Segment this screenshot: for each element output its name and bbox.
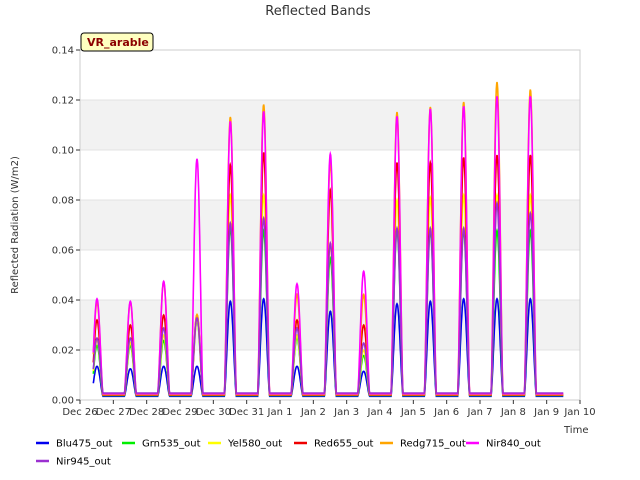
x-tick-label: Jan 4	[367, 407, 393, 418]
x-axis-ticks: Dec 26Dec 27Dec 28Dec 29Dec 30Dec 31Jan …	[62, 400, 595, 418]
x-tick-label: Jan 3	[333, 407, 359, 418]
legend-label: Nir840_out	[486, 439, 541, 450]
y-tick-label: 0.02	[52, 346, 74, 357]
annotation-text: VR_arable	[87, 36, 149, 49]
y-tick-label: 0.14	[52, 46, 74, 57]
x-axis-label: Time	[563, 425, 588, 436]
y-tick-label: 0.12	[52, 96, 74, 107]
plot-background-bands	[80, 50, 580, 400]
chart-title: Reflected Bands	[265, 4, 371, 19]
x-tick-label: Jan 8	[500, 407, 526, 418]
y-tick-label: 0.06	[52, 246, 74, 257]
x-tick-label: Jan 2	[300, 407, 326, 418]
y-tick-label: 0.08	[52, 196, 74, 207]
y-axis-label: Reflected Radiation (W/m2)	[10, 156, 21, 294]
x-tick-label: Jan 10	[563, 407, 595, 418]
legend-label: Grn535_out	[142, 439, 201, 450]
x-tick-label: Jan 1	[267, 407, 293, 418]
y-tick-label: 0.00	[52, 396, 74, 407]
x-tick-label: Jan 7	[467, 407, 493, 418]
x-tick-label: Dec 28	[129, 407, 164, 418]
x-tick-label: Dec 27	[96, 407, 131, 418]
legend-item: Nir945_out	[36, 457, 111, 468]
legend-item: Blu475_out	[36, 439, 113, 450]
y-tick-label: 0.10	[52, 146, 74, 157]
grid-band	[80, 300, 580, 350]
legend-label: Blu475_out	[56, 439, 113, 450]
legend-label: Nir945_out	[56, 457, 111, 468]
x-tick-label: Dec 26	[62, 407, 97, 418]
y-tick-label: 0.04	[52, 296, 74, 307]
x-tick-label: Dec 29	[162, 407, 197, 418]
legend-item: Yel580_out	[208, 439, 282, 450]
legend-label: Redg715_out	[400, 439, 466, 450]
y-axis-ticks: 0.00 0.02 0.04 0.06 0.08 0.10 0.12 0.14	[52, 46, 80, 407]
legend-label: Red655_out	[314, 439, 374, 450]
x-tick-label: Dec 30	[196, 407, 231, 418]
legend-item: Red655_out	[294, 439, 374, 450]
legend-label: Yel580_out	[227, 439, 282, 450]
x-tick-label: Jan 9	[533, 407, 559, 418]
x-tick-label: Jan 6	[433, 407, 459, 418]
legend-item: Redg715_out	[380, 439, 466, 450]
legend-item: Nir840_out	[466, 439, 541, 450]
x-tick-label: Jan 5	[400, 407, 426, 418]
x-tick-label: Dec 31	[229, 407, 264, 418]
annotation-badge: VR_arable	[81, 33, 153, 51]
legend-item: Grn535_out	[122, 439, 201, 450]
legend: Blu475_out Grn535_out Yel580_out Red655_out…	[36, 439, 541, 468]
grid-band	[80, 100, 580, 150]
